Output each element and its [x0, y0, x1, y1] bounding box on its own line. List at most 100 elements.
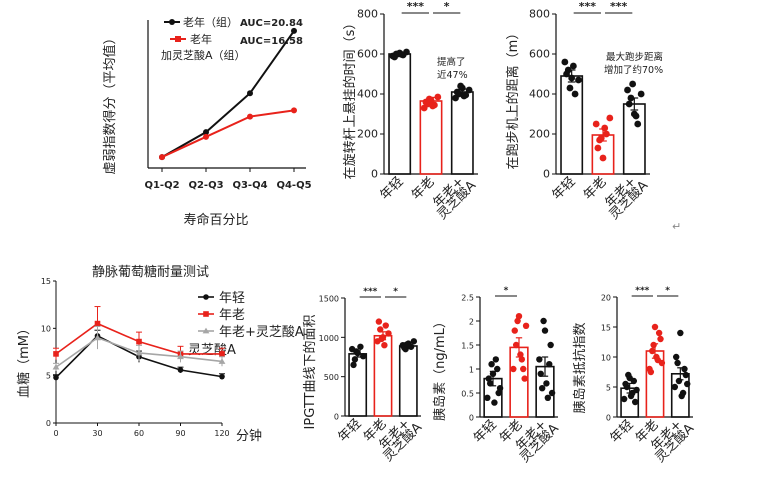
auc-point-2-6	[403, 341, 411, 348]
auc-ytick-label-0: 0	[334, 413, 339, 422]
insulin-point-0-6	[488, 361, 495, 368]
homa-point-2-7	[678, 392, 685, 400]
insulin-point-1-1	[512, 341, 520, 349]
auc-point-0-1	[351, 356, 359, 363]
frailty-legend-3: 加灵芝酸A（组）	[161, 48, 246, 62]
ipgtt-point-0-0	[53, 374, 59, 381]
insulin-point-1-2	[515, 313, 523, 320]
homa-point-1-7	[653, 353, 660, 361]
homa-point-1-6	[650, 341, 657, 349]
frailty-ylabel: 虚弱指数得分（平均值）	[102, 31, 118, 174]
homa-ylabel: 胰岛素抵抗指数	[572, 322, 588, 413]
treadmill-point-1-5	[594, 144, 602, 152]
treadmill-point-0-6	[566, 84, 574, 92]
insulin-point-2-4	[547, 341, 554, 349]
insulin-point-2-0	[536, 356, 543, 363]
ipgtt-legend-3b: 灵芝酸A	[188, 342, 236, 358]
ipgtt-point-2-0	[52, 363, 60, 370]
ipgtt-point-2-3	[177, 353, 184, 360]
insulin-point-2-7	[543, 380, 550, 387]
frailty-xtick-label-0: Q1-Q2	[144, 180, 179, 191]
frailty-point-0-1	[203, 129, 209, 136]
auc-point-1-1	[377, 326, 384, 333]
rotarod-bar-2	[450, 91, 474, 175]
insulin-ytick-label-0: 0	[469, 414, 474, 423]
ipgtt-ytick-label-3: 15	[41, 277, 51, 286]
auc-sig-label-1: *	[393, 287, 398, 297]
return-symbol: ↵	[672, 220, 681, 233]
ipgtt-title: 静脉葡萄糖耐量测试	[92, 264, 209, 280]
auc-point-1-4	[385, 330, 392, 337]
homa-point-2-6	[675, 377, 683, 385]
auc-point-2-4	[410, 338, 418, 345]
frailty-legend-dot-2	[175, 36, 181, 42]
insulin-point-0-5	[485, 375, 492, 382]
auc-point-0-5	[350, 361, 357, 369]
ipgtt-point-0-3	[177, 367, 184, 373]
ipgtt-legend-3: 年老+灵芝酸A	[219, 324, 304, 340]
insulin-ytick-label-5: 2.5	[461, 294, 474, 303]
homa-ytick-label-4: 20	[601, 294, 611, 303]
frailty-legend-2: 老年	[190, 32, 212, 46]
frailty-point-1-0	[159, 154, 165, 161]
homa-point-1-8	[655, 329, 663, 337]
auc-point-1-7	[381, 342, 388, 349]
insulin-bar-1	[509, 346, 529, 418]
rotarod-ylabel: 在旋转杆上悬挂的时间（s）	[342, 17, 358, 180]
treadmill-ytick-label-3: 600	[529, 48, 550, 61]
homa-point-0-6	[625, 371, 632, 379]
homa-point-0-0	[620, 395, 628, 403]
homa-point-2-8	[681, 365, 688, 373]
insulin-point-0-4	[495, 389, 502, 397]
insulin-point-0-0	[484, 394, 491, 401]
homa-point-2-1	[674, 359, 681, 367]
auc-point-1-3	[382, 322, 389, 329]
treadmill-xtick-label-0: 年轻	[549, 174, 578, 203]
insulin-point-1-3	[518, 356, 526, 363]
treadmill-sig-label-1: ***	[610, 0, 628, 13]
treadmill-point-2-7	[632, 112, 640, 120]
frailty-point-0-2	[247, 90, 253, 97]
insulin-point-2-8	[546, 361, 553, 368]
frailty-series-line-0	[161, 30, 295, 158]
homa-point-0-9	[633, 386, 640, 394]
ipgtt-legend-2: 年老	[219, 308, 245, 323]
ipgtt-xlabel: 分钟	[236, 428, 262, 444]
frailty-auc-1: AUC=20.84	[240, 18, 303, 29]
treadmill-point-1-4	[606, 114, 614, 122]
homa-ytick-label-1: 5	[606, 384, 611, 393]
insulin-xtick-label-0: 年轻	[471, 417, 500, 446]
rotarod-point-1-7	[429, 102, 437, 110]
treadmill-point-2-6	[629, 80, 637, 88]
homa-sig-label-0: ***	[635, 286, 649, 296]
auc-point-1-6	[378, 335, 385, 343]
insulin-ytick-label-1: 0.5	[461, 390, 474, 399]
insulin-point-2-3	[544, 394, 552, 401]
frailty-xlabel: 寿命百分比	[183, 212, 248, 228]
homa-point-2-2	[677, 329, 684, 337]
ipgtt-point-1-2	[136, 338, 142, 345]
treadmill-point-2-1	[627, 94, 635, 102]
ipgtt-point-2-4	[218, 358, 226, 364]
homa-ytick-label-3: 15	[601, 324, 611, 333]
rotarod-point-2-6	[457, 82, 465, 90]
auc-ytick-label-3: 1500	[319, 295, 339, 304]
homa-point-2-9	[684, 380, 691, 388]
insulin-point-0-7	[491, 399, 498, 406]
homa-point-0-4	[631, 398, 639, 406]
treadmill-point-2-0	[624, 86, 631, 94]
auc-bar-2	[398, 345, 418, 417]
homa-point-1-1	[649, 347, 656, 355]
auc-point-0-3	[357, 343, 364, 350]
rotarod-sig-label-0: ***	[407, 0, 425, 13]
treadmill-point-0-3	[571, 90, 579, 98]
treadmill-annotation-1: 最大跑步距离	[606, 51, 663, 63]
frailty-xtick-label-2: Q3-Q4	[232, 180, 267, 191]
frailty-xtick-label-3: Q4-Q5	[276, 180, 311, 191]
ipgtt-point-0-4	[219, 373, 225, 380]
treadmill-ytick-label-2: 400	[529, 88, 550, 101]
insulin-point-1-9	[522, 322, 530, 329]
